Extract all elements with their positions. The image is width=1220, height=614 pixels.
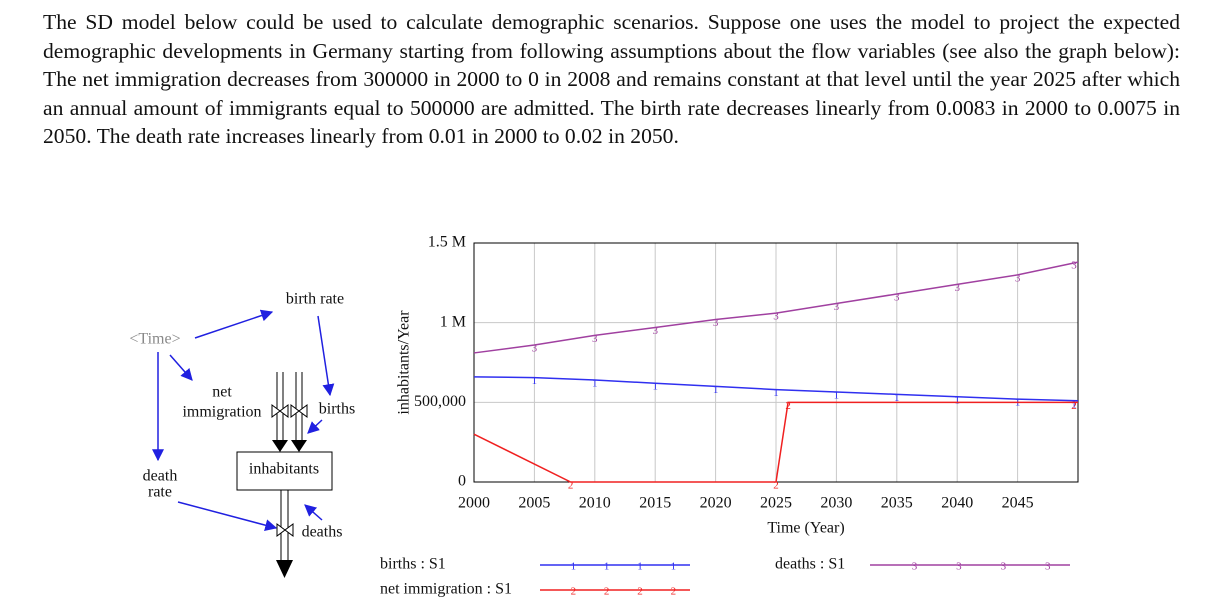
series-marker: 3 (592, 333, 598, 345)
series-marker: 2 (785, 400, 791, 412)
legend-marker: 3 (1001, 561, 1007, 573)
series-line (473, 376, 1079, 402)
legend-label: births : S1 (380, 556, 446, 573)
node-label: rate (148, 484, 172, 501)
arrow (177, 501, 278, 532)
series-marker: 1 (894, 392, 900, 404)
legend-label: deaths : S1 (775, 556, 845, 573)
node-label: deaths (302, 524, 343, 541)
series-marker: 3 (894, 292, 900, 304)
series-marker: 1 (834, 390, 840, 402)
chart: 0 500,000 1 M 1.5 M 2000 2005 2010 2015 2020 2025… (380, 234, 1079, 598)
arrow (169, 354, 193, 381)
legend-marker: 2 (571, 586, 577, 598)
node-label: births (319, 401, 355, 418)
series-line (473, 401, 1078, 483)
y-tick-label: 0 (458, 473, 466, 490)
legend-marker: 3 (956, 561, 962, 573)
y-tick-label: 1.5 M (428, 234, 466, 251)
node-label: immigration (182, 404, 261, 421)
legend-marker: 3 (1045, 561, 1051, 573)
node-label: death (143, 468, 178, 485)
x-tick-label: 2045 (1002, 495, 1034, 512)
series-marker: 1 (1071, 398, 1077, 410)
series-marker: 3 (713, 317, 719, 329)
valves (271, 404, 308, 537)
node-label: birth rate (286, 291, 344, 308)
arrow (317, 315, 335, 397)
y-tick-label: 1 M (440, 313, 466, 330)
series-marker: 1 (713, 384, 719, 396)
legend-marker: 2 (671, 586, 677, 598)
series-marker: 1 (773, 387, 779, 399)
legend-marker: 1 (604, 561, 610, 573)
arrow (304, 504, 323, 521)
legend-marker: 2 (637, 586, 643, 598)
x-tick-label: 2000 (458, 495, 490, 512)
series-marker: 2 (568, 480, 574, 492)
series-marker: 3 (652, 325, 658, 337)
series-marker: 1 (652, 381, 658, 393)
node-label: net (212, 384, 232, 401)
series-marker: 3 (773, 311, 779, 323)
x-tick-label: 2035 (881, 495, 913, 512)
x-tick-label: 2015 (639, 495, 671, 512)
x-tick-label: 2030 (820, 495, 852, 512)
y-axis-label: inhabitants/Year (396, 310, 413, 415)
x-axis-label: Time (Year) (767, 520, 844, 537)
legend-marker: 1 (571, 561, 577, 573)
series-line (473, 261, 1079, 354)
arrow (194, 309, 274, 339)
node-label: <Time> (129, 331, 180, 348)
series-marker: 3 (1071, 260, 1077, 272)
x-tick-label: 2025 (760, 495, 792, 512)
legend-label: net immigration : S1 (380, 581, 512, 598)
series-marker: 1 (954, 394, 960, 406)
series-marker: 3 (1015, 272, 1021, 284)
series-marker: 3 (954, 282, 960, 294)
series-marker: 1 (592, 378, 598, 390)
legend-marker: 3 (912, 561, 918, 573)
stock-box (236, 451, 333, 491)
series-marker: 1 (532, 375, 538, 387)
x-tick-label: 2005 (518, 495, 550, 512)
diagram: <Time> birth rate net immigration births… (129, 291, 355, 578)
series-marker: 2 (1071, 400, 1077, 412)
flow-pipes (276, 372, 303, 560)
x-tick-label: 2010 (579, 495, 611, 512)
series-marker: 3 (532, 343, 538, 355)
node-label: inhabitants (249, 461, 319, 478)
series-marker: 2 (773, 480, 779, 492)
x-tick-label: 2020 (700, 495, 732, 512)
x-tick-label: 2040 (941, 495, 973, 512)
arrow (307, 419, 323, 434)
legend-marker: 1 (637, 561, 643, 573)
legend-marker: 1 (671, 561, 677, 573)
series-marker: 3 (834, 301, 840, 313)
y-tick-label: 500,000 (414, 393, 466, 410)
legend-marker: 2 (604, 586, 610, 598)
paragraph: The SD model below could be used to calc… (43, 10, 1180, 149)
